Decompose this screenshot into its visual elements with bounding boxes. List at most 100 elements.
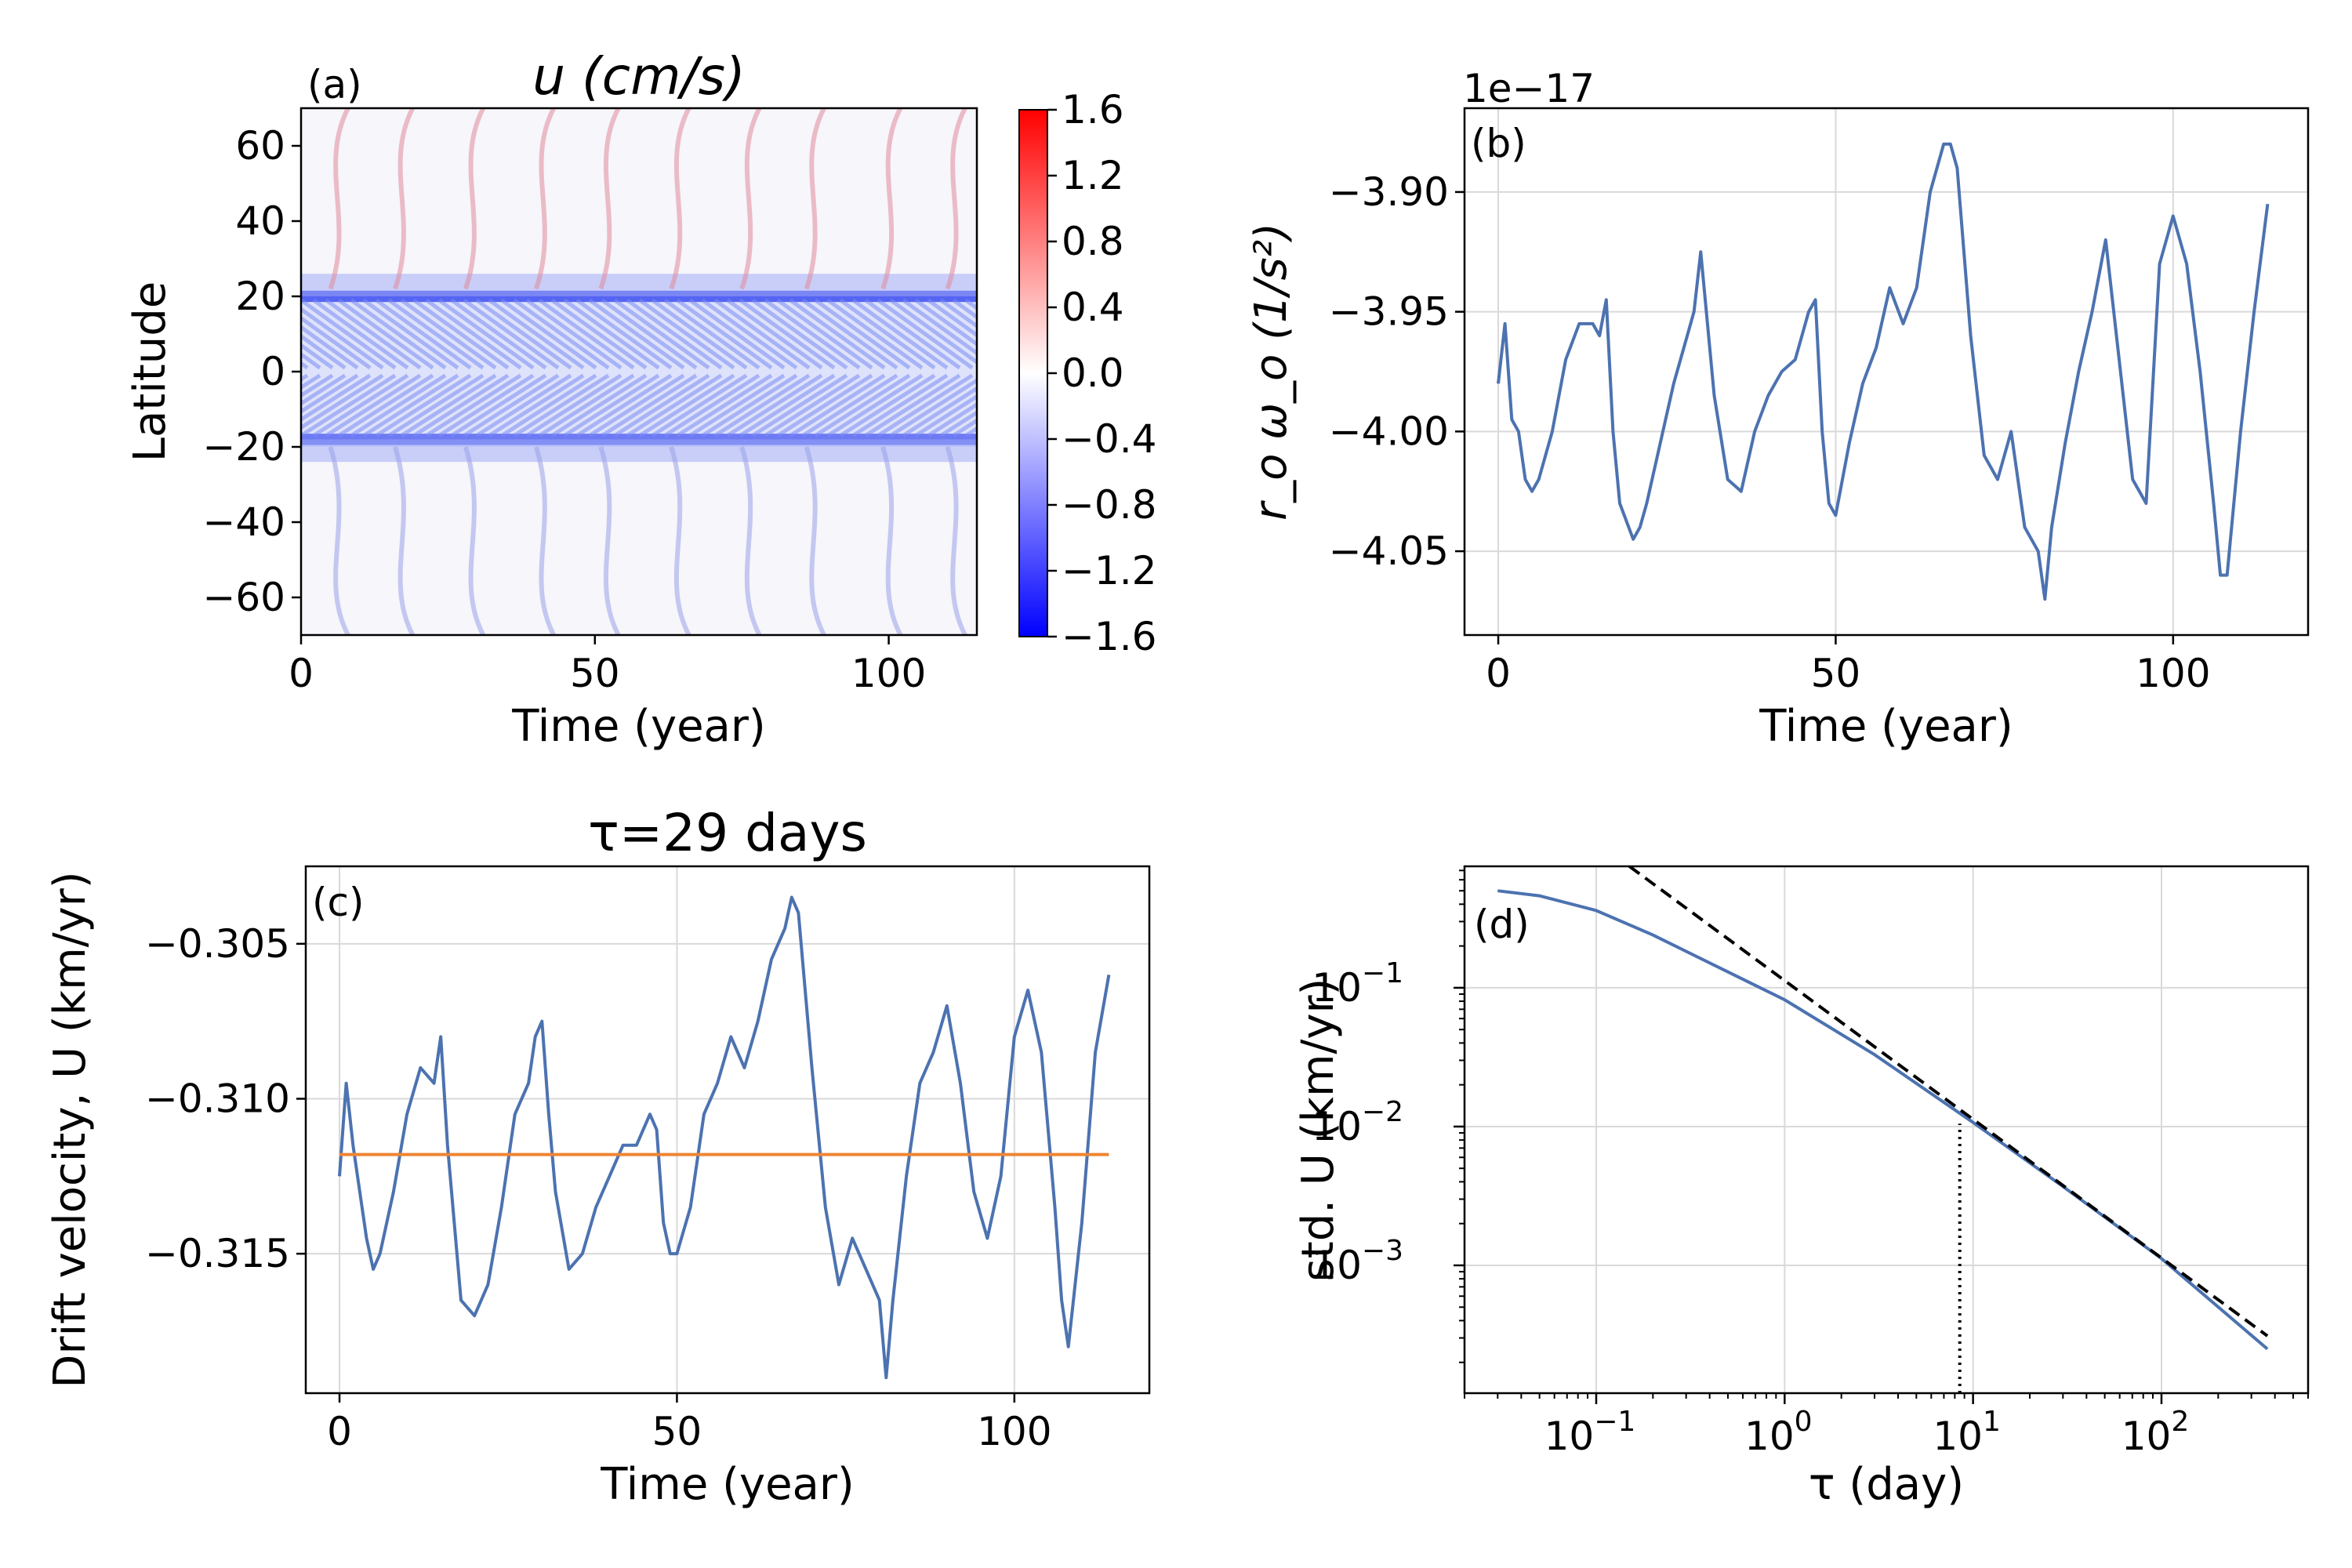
heatmap-chevron-stripe xyxy=(688,373,786,437)
y-tick-label: −4.00 xyxy=(1329,408,1449,454)
heatmap-chevron-stripe xyxy=(563,298,660,370)
colorbar-tick-label: 1.2 xyxy=(1062,153,1124,198)
heatmap-poleward-streak xyxy=(669,446,691,635)
heatmap-poleward-streak xyxy=(880,108,903,290)
y-tick-exponent: −1 xyxy=(1362,957,1403,989)
x-tick-label: 101 xyxy=(1933,1406,2001,1459)
heatmap-chevron-stripe xyxy=(902,298,977,356)
y-axis-label-b: r_o ω_o (1/s²) xyxy=(1246,223,1297,521)
heatmap-chevron-stripe xyxy=(927,401,977,437)
y-tick-base: 10 xyxy=(1312,1104,1362,1149)
y-tick-label-a: 60 xyxy=(235,123,285,169)
x-tick-base: 10 xyxy=(2122,1414,2172,1459)
heatmap-chevron-stripe xyxy=(751,373,848,437)
heatmap-chevron-stripe xyxy=(325,373,422,437)
heatmap-poleward-streak xyxy=(328,108,350,290)
reference-slope-line-d xyxy=(1628,866,2269,1338)
x-tick-label: 102 xyxy=(2122,1406,2190,1459)
heatmap-chevron-stripe xyxy=(688,298,786,370)
heatmap-chevron-stripe xyxy=(301,373,359,414)
heatmap-chevron-stripe xyxy=(839,373,936,437)
heatmap-poleward-streak xyxy=(598,108,621,290)
heatmap-chevron-stripe xyxy=(952,298,977,320)
heatmap-poleward-streak xyxy=(393,108,416,290)
heatmap-chevron-stripe xyxy=(939,410,977,437)
colorbar-tick-label: −1.2 xyxy=(1062,548,1156,593)
axes-c-ticks: 0 50 100 −0.305 −0.310 −0.315 xyxy=(145,921,1052,1454)
y-axis-label-d: std. U (km/yr) xyxy=(1293,978,1344,1282)
heatmap-chevron-stripe xyxy=(877,298,974,370)
heatmap-chevron-stripe xyxy=(638,373,735,437)
panel-label-a: (a) xyxy=(307,62,362,107)
heatmap-chevron-stripe xyxy=(301,298,397,370)
heatmap-poleward-streak xyxy=(945,108,967,290)
heatmap-chevron-stripe xyxy=(350,298,447,370)
heatmap-chevron-stripe xyxy=(789,298,886,370)
heatmap-chevron-stripe xyxy=(801,298,898,370)
y-tick-label: 10−1 xyxy=(1312,957,1403,1011)
series-line-c xyxy=(338,895,1111,1380)
heatmap-chevron-stripe xyxy=(301,343,334,370)
x-tick-label-a: 50 xyxy=(570,651,620,696)
heatmap-chevron-stripe xyxy=(713,298,811,370)
heatmap-chevron-stripe xyxy=(789,373,886,437)
heatmap-poleward-streak xyxy=(804,446,826,635)
heatmap-chevron-stripe xyxy=(513,373,610,437)
x-axis-label-a: Time (year) xyxy=(511,701,765,752)
heatmap-chevron-stripe xyxy=(337,373,434,437)
heatmap-chevron-stripe xyxy=(301,373,321,390)
axes-frame-d xyxy=(1463,865,2310,1395)
colorbar-tick-label: 0.4 xyxy=(1062,285,1124,330)
panel-c: 0 50 100 −0.305 −0.310 −0.315 (c) τ=29 days T… xyxy=(45,803,1151,1510)
y-tick-label-a: −40 xyxy=(202,499,285,545)
heatmap-chevron-stripe xyxy=(525,298,622,370)
colorbar-tick-label: −1.6 xyxy=(1062,614,1156,659)
heatmap-chevron-stripe xyxy=(588,298,685,370)
heatmap-chevron-stripe xyxy=(575,373,673,437)
heatmap-poleward-streak xyxy=(739,446,762,635)
heatmap-chevron-stripe xyxy=(613,298,710,370)
axes-frame-c xyxy=(304,865,1151,1395)
heatmap-chevron-stripe xyxy=(301,373,334,398)
heatmap-chevron-stripe xyxy=(538,298,635,370)
heatmap-poleward-streak xyxy=(533,446,556,635)
y-tick-exponent: −2 xyxy=(1362,1096,1403,1128)
heatmap-chevron-stripe xyxy=(475,373,572,437)
heatmap-chevron-stripe xyxy=(301,373,397,437)
chart-title-c: τ=29 days xyxy=(588,803,867,863)
heatmap-chevron-stripe xyxy=(387,298,485,370)
y-tick-base: 10 xyxy=(1312,965,1362,1011)
heatmap-a xyxy=(301,108,977,635)
heatmap-chevron-stripe xyxy=(550,298,648,370)
offset-text-b: 1e−17 xyxy=(1463,66,1595,111)
heatmap-chevron-stripe xyxy=(939,298,977,329)
heatmap-chevron-stripe xyxy=(814,298,911,370)
heatmap-chevron-stripe xyxy=(301,325,359,370)
heatmap-chevron-stripe xyxy=(563,373,660,437)
heatmap-chevron-stripe xyxy=(301,315,372,370)
panel-a: 0 50 100 60 40 20 0 −20 −40 −60 (a) u (cm/s) Time… xyxy=(125,46,1156,752)
heatmap-chevron-stripe xyxy=(437,373,535,437)
x-tick-label: 50 xyxy=(652,1409,702,1454)
heatmap-chevron-stripe xyxy=(739,298,836,370)
heatmap-chevron-stripe xyxy=(301,307,384,370)
heatmap-chevron-stripe xyxy=(601,298,698,370)
heatmap-chevron-stripe xyxy=(450,373,547,437)
x-tick-label-a: 0 xyxy=(289,651,314,696)
heatmap-chevron-stripe xyxy=(801,373,898,437)
heatmap-band xyxy=(301,274,977,296)
heatmap-chevron-stripe xyxy=(626,298,723,370)
heatmap-chevron-stripe xyxy=(588,373,685,437)
heatmap-chevron-stripe xyxy=(651,298,748,370)
y-tick-label: −3.90 xyxy=(1329,169,1449,215)
grid-d xyxy=(1465,866,2308,1393)
heatmap-chevron-stripe xyxy=(337,298,434,370)
y-tick-label-a: 20 xyxy=(235,274,285,319)
heatmap-chevron-stripe xyxy=(412,373,510,437)
x-tick-label: 50 xyxy=(1811,651,1861,696)
heatmap-chevron-stripe xyxy=(301,373,384,430)
heatmap-chevron-stripe xyxy=(663,373,760,437)
heatmap-chevron-stripe xyxy=(638,298,735,370)
heatmap-poleward-streak xyxy=(598,446,621,635)
heatmap-chevron-stripe xyxy=(927,298,977,338)
